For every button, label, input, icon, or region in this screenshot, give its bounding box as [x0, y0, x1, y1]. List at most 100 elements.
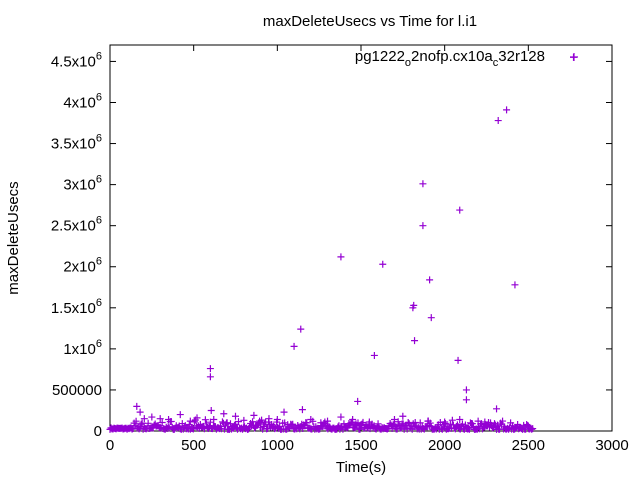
data-point — [394, 418, 402, 426]
legend-label: pg1222o2nofp.cx10ac32r128 — [355, 48, 545, 69]
data-point — [240, 416, 248, 424]
data-point — [156, 423, 164, 431]
data-point — [319, 423, 327, 431]
data-point — [393, 425, 401, 433]
data-point — [349, 416, 357, 424]
data-point — [390, 416, 398, 424]
data-point — [156, 415, 164, 423]
data-point — [201, 416, 209, 424]
data-point — [399, 412, 407, 420]
data-point — [570, 53, 578, 61]
data-point — [220, 410, 228, 418]
data-point — [317, 419, 325, 427]
data-point — [454, 356, 462, 364]
data-point — [337, 413, 345, 421]
data-point — [132, 417, 140, 425]
data-point — [207, 406, 215, 414]
data-points — [106, 53, 578, 433]
data-point — [491, 420, 499, 428]
data-point — [446, 420, 454, 428]
data-point — [419, 180, 427, 188]
data-point — [164, 423, 172, 431]
y-tick-label: 3.5x106 — [51, 133, 102, 153]
y-axis: 0 500000 1x106 1.5x106 2x106 2.5x106 3x106 3.5x… — [51, 50, 612, 440]
data-point — [358, 420, 366, 428]
data-point — [370, 351, 378, 359]
y-tick-label: 4x106 — [63, 91, 102, 111]
data-point — [448, 416, 456, 424]
data-point — [404, 419, 412, 427]
y-axis-label: maxDeleteUsecs — [5, 181, 22, 294]
data-point — [524, 422, 532, 430]
y-tick-label: 0 — [94, 423, 102, 440]
data-point — [264, 425, 272, 433]
x-tick-label: 1000 — [261, 437, 294, 454]
data-point — [144, 419, 152, 427]
data-point — [386, 420, 394, 428]
data-point — [414, 423, 422, 431]
data-point — [249, 418, 257, 426]
y-tick-label: 2.5x106 — [51, 215, 102, 235]
data-point — [374, 420, 382, 428]
chart-title: maxDeleteUsecs vs Time for l.i1 — [263, 13, 477, 30]
data-point — [250, 411, 258, 419]
data-point — [494, 117, 502, 125]
data-point — [416, 419, 424, 427]
y-tick-label: 4.5x106 — [51, 50, 102, 70]
data-point — [411, 337, 419, 345]
data-point — [297, 325, 305, 333]
data-point — [456, 206, 464, 214]
data-point — [365, 418, 373, 426]
data-point — [206, 373, 214, 381]
data-point — [133, 402, 141, 410]
data-point — [461, 421, 469, 429]
data-point — [324, 417, 332, 425]
data-point — [257, 419, 265, 427]
data-point — [290, 342, 298, 350]
plot-frame — [109, 44, 613, 432]
data-point — [458, 420, 466, 428]
legend: pg1222o2nofp.cx10ac32r128 — [355, 48, 578, 69]
y-tick-label: 500000 — [52, 382, 102, 399]
data-point — [165, 416, 173, 424]
data-point — [165, 424, 173, 432]
data-point — [359, 418, 367, 426]
data-point — [462, 396, 470, 404]
x-tick-label: 2500 — [512, 437, 545, 454]
data-point — [136, 408, 144, 416]
data-point — [235, 418, 243, 426]
data-point — [419, 222, 427, 230]
data-point — [426, 276, 434, 284]
data-point — [176, 411, 184, 419]
y-tick-label: 1.5x106 — [51, 297, 102, 317]
data-point — [307, 416, 315, 424]
data-point — [185, 420, 193, 428]
data-point — [523, 420, 531, 428]
data-point — [354, 397, 362, 405]
y-tick-label: 3x106 — [63, 174, 102, 194]
data-point — [273, 416, 281, 424]
x-axis: 0 500 1000 1500 2000 2500 3000 — [106, 45, 629, 454]
y-tick-label: 1x106 — [63, 338, 102, 358]
data-point — [468, 420, 476, 428]
data-point — [128, 425, 136, 433]
data-point — [193, 414, 201, 422]
data-point — [410, 301, 418, 309]
x-tick-label: 2000 — [428, 437, 461, 454]
data-point — [265, 415, 273, 423]
data-point — [427, 314, 435, 322]
data-point — [529, 425, 537, 433]
data-point — [481, 418, 489, 426]
x-axis-label: Time(s) — [336, 459, 386, 476]
data-point — [462, 386, 470, 394]
data-point — [206, 365, 214, 373]
data-point — [379, 260, 387, 268]
data-point — [424, 417, 432, 425]
data-point — [303, 419, 311, 427]
data-point — [223, 419, 231, 427]
data-point — [511, 281, 519, 289]
data-point — [337, 253, 345, 261]
data-point — [347, 419, 355, 427]
x-tick-label: 3000 — [595, 437, 628, 454]
data-point — [503, 106, 511, 114]
